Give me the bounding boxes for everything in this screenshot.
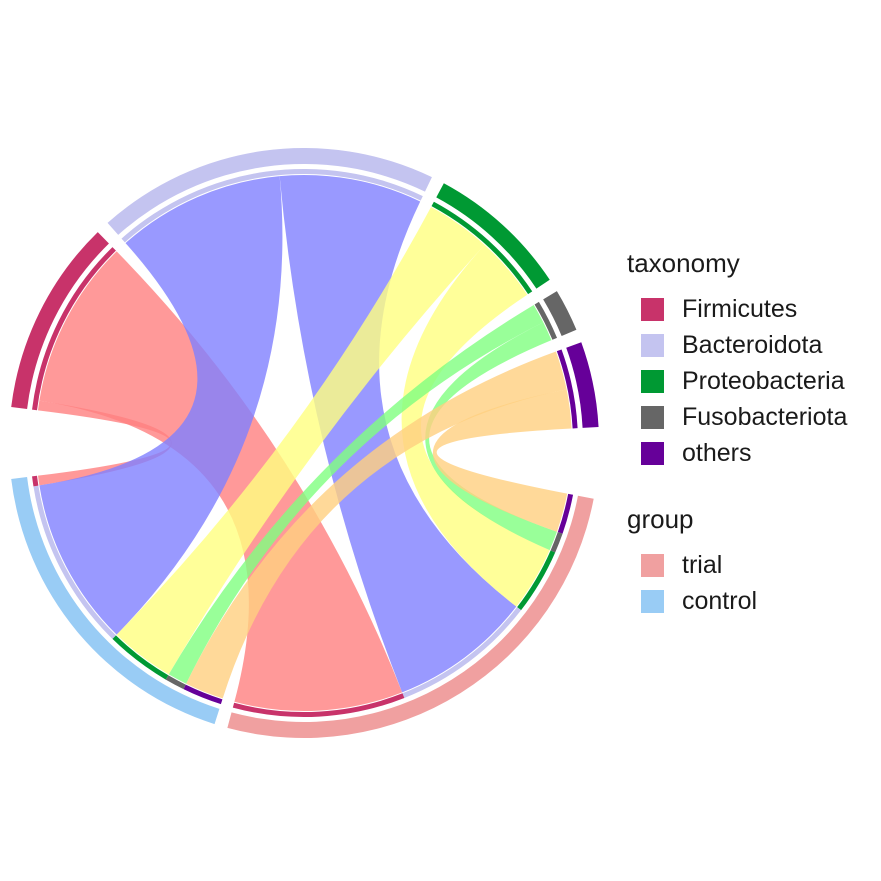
legend-label-firmicutes: Firmicutes [682, 295, 798, 323]
legend-label-proteobacteria: Proteobacteria [682, 367, 845, 395]
inner-strip-bacteroidota-trial [402, 607, 522, 698]
inner-strip-others-trial [557, 493, 574, 534]
inner-strip-proteobacteria-trial [517, 550, 556, 611]
legend-swatch-bacteroidota [641, 333, 664, 357]
group-legend: group trial control [627, 501, 877, 619]
inner-strip-fusobacteriota [534, 301, 558, 340]
inner-strip-others-control [183, 684, 223, 705]
legend-label-trial: trial [682, 551, 723, 579]
group-legend-title: group [627, 504, 694, 534]
legend-swatch-firmicutes [641, 297, 664, 321]
legend-label-fusobacteriota: Fusobacteriota [682, 403, 848, 431]
legend-swatch-trial [641, 553, 664, 577]
legend-label-control: control [682, 587, 758, 615]
legend-swatch-others [641, 441, 664, 465]
legend-swatch-control [641, 589, 664, 613]
inner-strip-fusobacteriota-control [165, 675, 186, 690]
legend: taxonomy Firmicutes Bacteroidota Proteob… [627, 245, 877, 649]
legend-item-trial: trial [627, 547, 877, 583]
legend-item-control: control [627, 583, 877, 619]
chord-proteobacteria-control [116, 207, 485, 675]
chord-others-control [186, 351, 567, 699]
chord-bacteroidota-control [39, 176, 283, 635]
outer-sector-proteobacteria [436, 183, 550, 289]
inner-strip-firmicutes-trial [232, 693, 405, 717]
inner-strip-proteobacteria-control [112, 635, 169, 680]
outer-sector-others [566, 342, 599, 428]
legend-item-proteobacteria: Proteobacteria [627, 363, 877, 399]
legend-label-bacteroidota: Bacteroidota [682, 331, 823, 359]
inner-strip-fusobacteriota-trial [550, 532, 563, 553]
legend-item-fusobacteriota: Fusobacteriota [627, 399, 877, 435]
inner-strip-others [556, 349, 578, 429]
outer-sector-fusobacteriota [543, 291, 577, 336]
taxonomy-legend: taxonomy Firmicutes Bacteroidota Proteob… [627, 245, 877, 471]
legend-item-others: others [627, 435, 877, 471]
legend-label-others: others [682, 439, 752, 467]
outer-sector-bacteroidota [107, 148, 432, 235]
legend-swatch-proteobacteria [641, 369, 664, 393]
outer-sector-firmicutes [11, 232, 109, 409]
outer-track [11, 148, 599, 738]
legend-item-firmicutes: Firmicutes [627, 291, 877, 327]
inner-strip-firmicutes-control [32, 475, 39, 487]
chord-others-trial [432, 389, 572, 532]
legend-item-bacteroidota: Bacteroidota [627, 327, 877, 363]
chord-proteobacteria-trial [401, 244, 550, 607]
chord-bacteroidota-trial [279, 175, 517, 693]
inner-track [32, 169, 578, 717]
chord-fusobacteriota-trial [425, 322, 557, 551]
taxonomy-legend-title: taxonomy [627, 248, 740, 278]
chord-links [37, 175, 572, 712]
inner-strip-proteobacteria [431, 201, 533, 295]
legend-swatch-fusobacteriota [641, 405, 664, 429]
